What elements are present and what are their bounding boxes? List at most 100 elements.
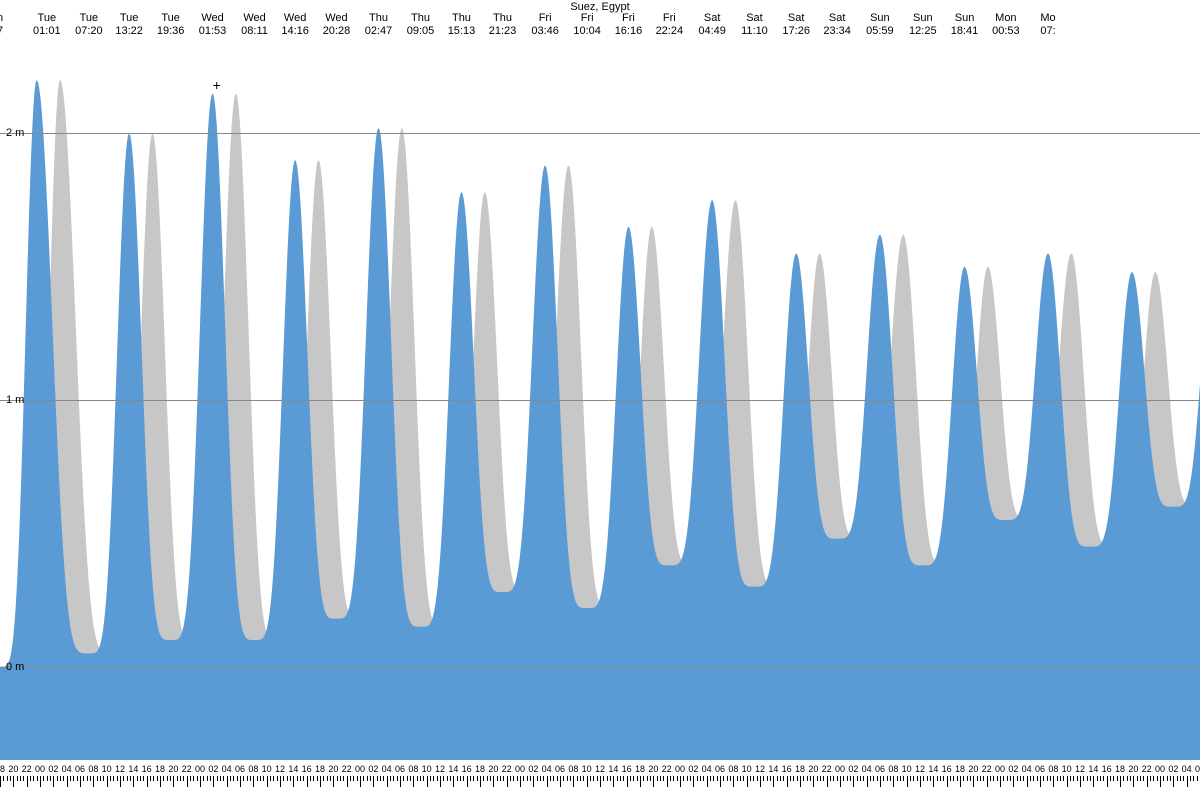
x-tick-minor	[643, 776, 644, 781]
x-tick-major	[347, 776, 348, 787]
x-tick-major	[1187, 776, 1188, 787]
x-tick-major	[133, 776, 134, 787]
x-tick-minor	[367, 776, 368, 781]
x-tick-minor	[1100, 776, 1101, 781]
x-tick-minor	[737, 776, 738, 781]
x-tick-minor	[757, 776, 758, 781]
x-tick-minor	[447, 776, 448, 781]
x-tick-minor	[10, 776, 11, 781]
x-tick-minor	[883, 776, 884, 781]
x-tick-minor	[1143, 776, 1144, 781]
x-tick-minor	[263, 776, 264, 781]
top-label: Sat23:34	[823, 12, 851, 38]
x-tick-minor	[660, 776, 661, 781]
x-tick-major	[360, 776, 361, 787]
x-tick-minor	[83, 776, 84, 781]
x-tick-minor	[430, 776, 431, 781]
x-tick-minor	[1060, 776, 1061, 781]
x-tick-minor	[1163, 776, 1164, 781]
x-tick-label: 08	[1048, 764, 1058, 774]
x-tick-minor	[690, 776, 691, 781]
x-tick-minor	[937, 776, 938, 781]
x-tick-minor	[490, 776, 491, 781]
x-tick-minor	[303, 776, 304, 781]
x-tick-minor	[1127, 776, 1128, 781]
x-tick-minor	[1020, 776, 1021, 781]
top-label: Sun12:25	[909, 12, 937, 38]
x-tick-minor	[260, 776, 261, 781]
x-tick-minor	[930, 776, 931, 781]
x-tick-minor	[797, 776, 798, 781]
top-label: Wed20:28	[323, 12, 351, 38]
x-tick-major	[387, 776, 388, 787]
top-label: Mon00:53	[992, 12, 1020, 38]
tide-chart: Suez, Egypt n7Tue01:01Tue07:20Tue13:22Tu…	[0, 0, 1200, 800]
x-tick-minor	[723, 776, 724, 781]
x-tick-minor	[537, 776, 538, 781]
x-tick-minor	[270, 776, 271, 781]
x-tick-minor	[963, 776, 964, 781]
x-tick-minor	[1050, 776, 1051, 781]
x-tick-major	[320, 776, 321, 787]
x-tick-minor	[313, 776, 314, 781]
x-tick-label: 18	[1115, 764, 1125, 774]
x-tick-minor	[607, 776, 608, 781]
x-tick-minor	[1113, 776, 1114, 781]
x-tick-major	[1000, 776, 1001, 787]
x-tick-major	[693, 776, 694, 787]
x-tick-minor	[633, 776, 634, 781]
x-tick-minor	[1190, 776, 1191, 781]
plot-area: + 0 m1 m2 m	[0, 40, 1200, 760]
x-tick-minor	[630, 776, 631, 781]
x-tick-minor	[887, 776, 888, 781]
x-tick-major	[467, 776, 468, 787]
x-tick-minor	[63, 776, 64, 781]
x-tick-minor	[157, 776, 158, 781]
x-tick-major	[867, 776, 868, 787]
x-tick-minor	[740, 776, 741, 781]
x-tick-major	[280, 776, 281, 787]
x-tick-minor	[1010, 776, 1011, 781]
x-tick-major	[213, 776, 214, 787]
x-tick-label: 20	[968, 764, 978, 774]
x-tick-major	[800, 776, 801, 787]
x-tick-minor	[967, 776, 968, 781]
x-tick-label: 22	[982, 764, 992, 774]
x-tick-minor	[993, 776, 994, 781]
x-tick-minor	[767, 776, 768, 781]
x-tick-label: 20	[1128, 764, 1138, 774]
x-tick-minor	[277, 776, 278, 781]
top-label: Sat04:49	[698, 12, 726, 38]
x-tick-major	[187, 776, 188, 787]
x-tick-minor	[137, 776, 138, 781]
x-tick-major	[587, 776, 588, 787]
x-tick-minor	[177, 776, 178, 781]
x-tick-minor	[407, 776, 408, 781]
x-tick-minor	[753, 776, 754, 781]
top-label: Wed14:16	[281, 12, 309, 38]
x-tick-minor	[1043, 776, 1044, 781]
x-tick-minor	[1007, 776, 1008, 781]
x-tick-minor	[220, 776, 221, 781]
x-tick-minor	[193, 776, 194, 781]
x-tick-major	[907, 776, 908, 787]
x-tick-major	[253, 776, 254, 787]
x-tick-minor	[417, 776, 418, 781]
x-tick-minor	[730, 776, 731, 781]
x-tick-minor	[647, 776, 648, 781]
x-tick-minor	[817, 776, 818, 781]
x-tick-minor	[983, 776, 984, 781]
x-tick-label: 08	[248, 764, 258, 774]
x-tick-major	[880, 776, 881, 787]
x-tick-minor	[383, 776, 384, 781]
x-tick-major	[1053, 776, 1054, 787]
x-tick-minor	[913, 776, 914, 781]
x-tick-label: 14	[448, 764, 458, 774]
x-tick-minor	[683, 776, 684, 781]
x-tick-minor	[950, 776, 951, 781]
x-tick-label: 10	[262, 764, 272, 774]
x-tick-minor	[940, 776, 941, 781]
top-label: Sat11:10	[741, 12, 768, 38]
x-tick-minor	[450, 776, 451, 781]
x-tick-major	[307, 776, 308, 787]
